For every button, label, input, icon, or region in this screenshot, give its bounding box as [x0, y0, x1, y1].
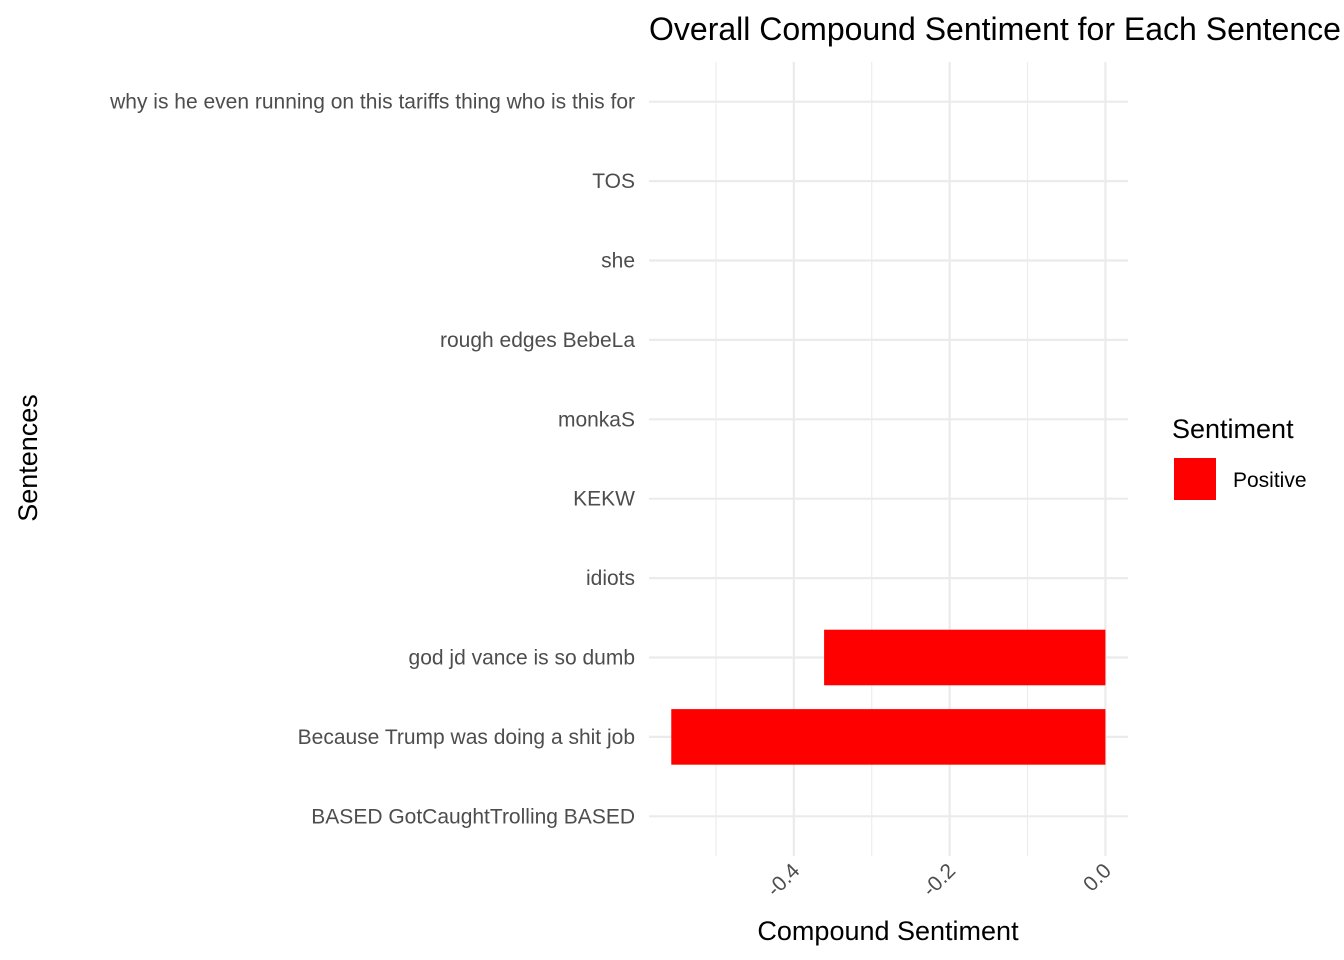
- y-tick-label: idiots: [586, 567, 635, 590]
- x-axis-title: Compound Sentiment: [757, 916, 1019, 946]
- y-axis-title: Sentences: [13, 394, 43, 522]
- y-tick-label: Because Trump was doing a shit job: [298, 726, 635, 749]
- chart-title: Overall Compound Sentiment for Each Sent…: [649, 11, 1341, 47]
- x-tick-label: 0.0: [1079, 859, 1116, 896]
- grid-lines: [649, 62, 1128, 856]
- bars: [671, 629, 1106, 765]
- x-tick-label: -0.4: [763, 859, 805, 901]
- y-tick-label: TOS: [592, 170, 635, 193]
- y-tick-labels: BASED GotCaughtTrolling BASED Because Tru…: [109, 91, 635, 829]
- legend: Sentiment Positive: [1172, 414, 1307, 500]
- bar-2: [824, 629, 1106, 686]
- y-tick-label: why is he even running on this tariffs t…: [109, 91, 635, 114]
- bar-1: [671, 709, 1106, 765]
- y-tick-label: she: [601, 250, 635, 273]
- y-tick-label: god jd vance is so dumb: [409, 647, 635, 670]
- legend-swatch-positive: [1174, 458, 1216, 500]
- x-tick-labels: -0.4 -0.2 0.0: [763, 859, 1116, 901]
- y-tick-label: KEKW: [573, 488, 635, 511]
- y-tick-label: BASED GotCaughtTrolling BASED: [311, 805, 635, 828]
- x-tick-label: -0.2: [918, 859, 960, 901]
- legend-label-positive: Positive: [1233, 469, 1307, 492]
- legend-title: Sentiment: [1172, 414, 1294, 444]
- y-tick-label: rough edges BebeLa: [440, 329, 635, 352]
- y-tick-label: monkaS: [558, 408, 635, 431]
